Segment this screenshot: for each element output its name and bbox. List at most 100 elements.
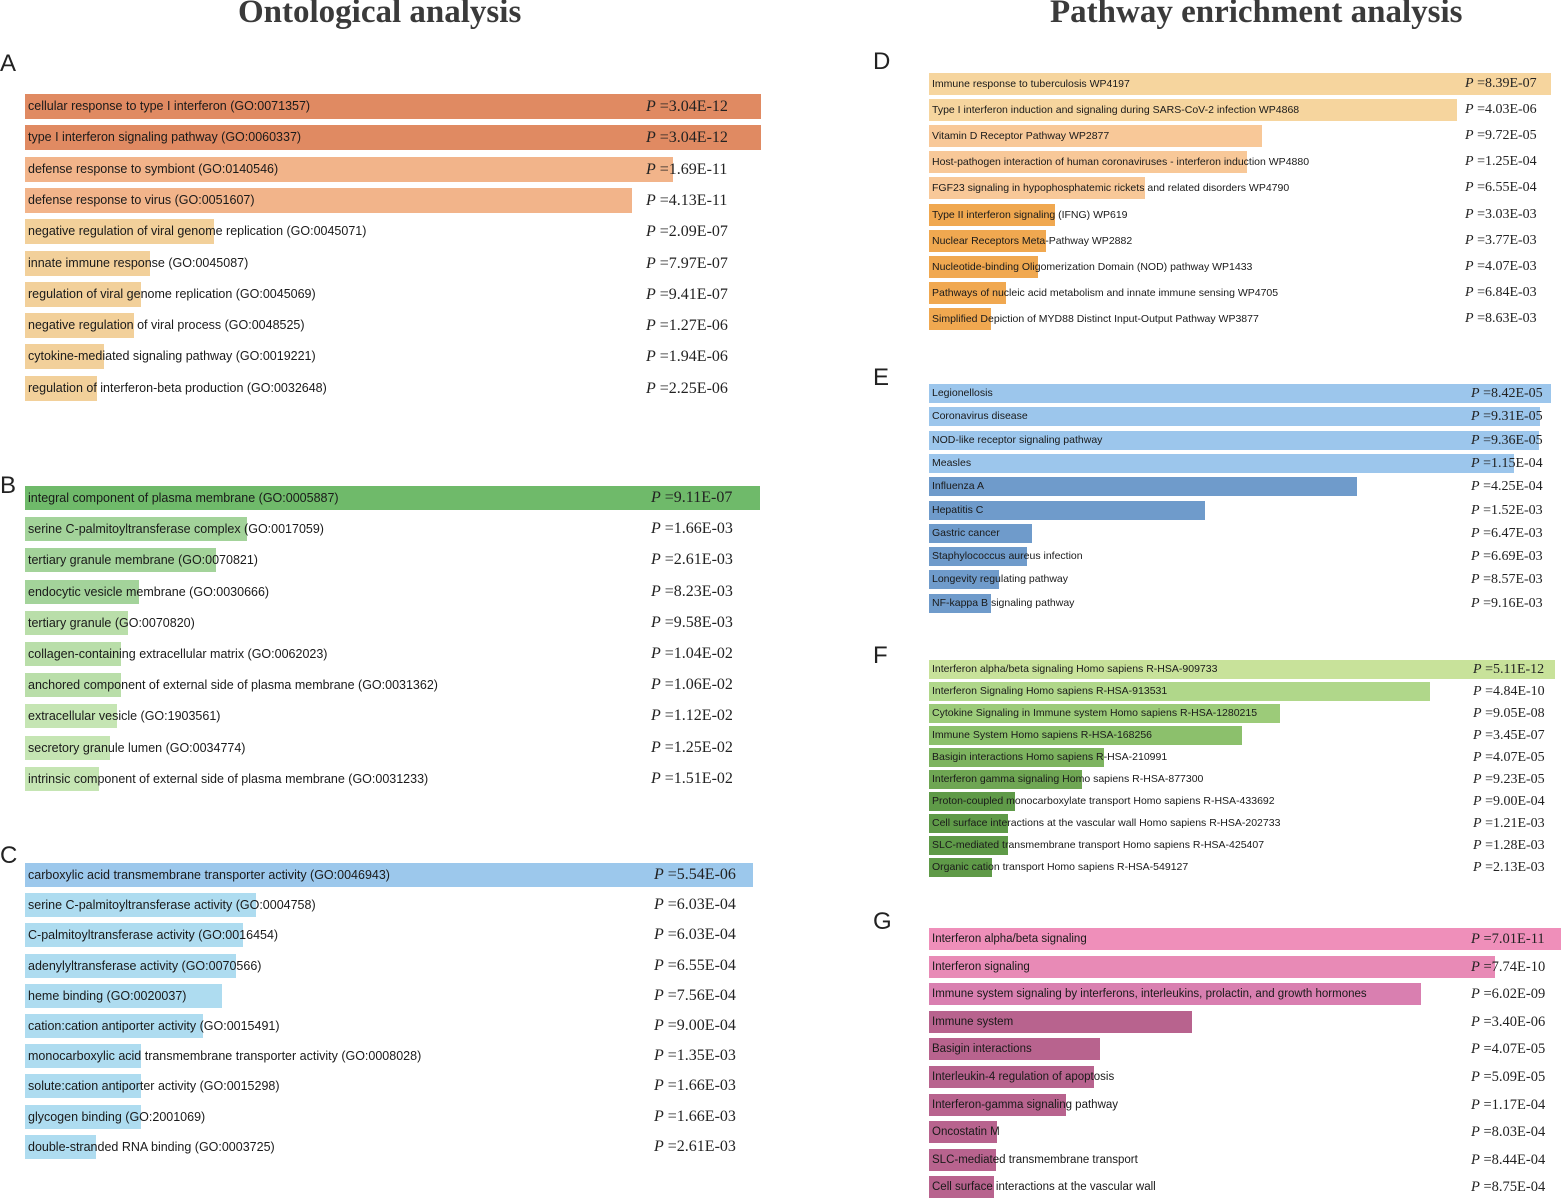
p-value-label: P =4.07E-05 — [1471, 1041, 1546, 1058]
bar — [25, 735, 110, 760]
bar-label: endocytic vesicle membrane (GO:0030666) — [28, 584, 270, 599]
p-value-label: P =9.00E-04 — [654, 1017, 736, 1034]
bar — [929, 1093, 1066, 1116]
bar-label: Interferon signaling — [932, 960, 1030, 973]
bar-label: monocarboxylic acid transmembrane transp… — [28, 1049, 422, 1064]
bar-label: glycogen binding (GO:2001069) — [28, 1109, 206, 1124]
panel-letter: D — [873, 48, 891, 75]
p-value-label: P =6.69E-03 — [1471, 549, 1543, 565]
p-value-label: P =1.52E-03 — [1471, 502, 1543, 518]
p-value-label: P =1.66E-03 — [654, 1107, 736, 1125]
p-value-label: P =8.75E-04 — [1471, 1179, 1546, 1196]
panel-letter: G — [873, 908, 892, 935]
bar — [25, 673, 121, 698]
bar-label: Interferon alpha/beta signaling Homo sap… — [932, 663, 1218, 675]
bar — [25, 1044, 141, 1069]
bar-label: cation:cation antiporter activity (GO:00… — [28, 1019, 280, 1033]
bar — [929, 1038, 1100, 1061]
bar-label: Basigin interactions Homo sapiens R-HSA-… — [932, 751, 1168, 763]
p-value-label: P =6.03E-04 — [654, 896, 736, 914]
p-value-label: P =6.84E-03 — [1465, 284, 1537, 300]
bar-label: tertiary granule (GO:0070820) — [28, 615, 195, 630]
p-value-label: P =6.02E-09 — [1471, 986, 1546, 1003]
bar — [929, 682, 1430, 701]
bar — [929, 1066, 1094, 1088]
bar — [929, 1121, 997, 1144]
bar — [25, 893, 256, 918]
bar-label: Immune System Homo sapiens R-HSA-168256 — [932, 729, 1153, 741]
p-value-label: P =8.39E-07 — [1465, 76, 1537, 91]
bar — [25, 344, 104, 370]
bar-label: Nuclear Receptors Meta-Pathway WP2882 — [932, 234, 1133, 247]
bar — [929, 151, 1247, 174]
bar-label: collagen-containing extracellular matrix… — [28, 647, 328, 661]
bar — [929, 523, 1032, 543]
bar-label: Cell surface interactions at the vascula… — [932, 817, 1281, 829]
p-value-label: P =9.11E-07 — [651, 489, 733, 506]
bar — [25, 281, 141, 307]
bar — [929, 477, 1357, 497]
p-value-label: P =3.45E-07 — [1473, 728, 1545, 743]
panel-letter: E — [873, 364, 890, 391]
bar-label: C-palmitoyltransferase activity (GO:0016… — [28, 928, 279, 943]
p-value-label: P =9.72E-05 — [1465, 128, 1537, 144]
p-value-label: P =9.41E-07 — [646, 285, 728, 303]
bar — [929, 99, 1457, 122]
bar — [929, 73, 1551, 95]
bar — [25, 94, 761, 119]
bar-label: Simplified Depiction of MYD88 Distinct I… — [932, 312, 1259, 325]
bar-label: Proton-coupled monocarboxylate transport… — [932, 795, 1275, 807]
p-value-label: P =4.13E-11 — [646, 191, 728, 209]
p-value-label: P =1.12E-02 — [651, 707, 733, 725]
p-value-label: P =4.07E-05 — [1473, 750, 1545, 765]
bar-label: Staphylococcus aureus infection — [932, 550, 1083, 563]
bar-label: Cell surface interactions at the vascula… — [932, 1181, 1156, 1194]
bar-label: Gastric cancer — [932, 526, 1000, 539]
p-value-label: P =7.01E-11 — [1471, 931, 1545, 947]
bar-label: Hepatitis C — [932, 503, 984, 516]
bar — [25, 250, 150, 276]
p-value-label: P =9.36E-05 — [1471, 432, 1543, 448]
bar — [929, 453, 1514, 473]
p-value-label: P =9.31E-05 — [1471, 409, 1543, 425]
bar-label: SLC-mediated transmembrane transport Hom… — [932, 839, 1265, 851]
bar-label: regulation of interferon-beta production… — [28, 380, 327, 395]
bar — [25, 579, 139, 604]
bar-label: Oncostatin M — [932, 1126, 1000, 1139]
p-value-label: P =2.25E-06 — [646, 379, 728, 397]
p-value-label: P =1.27E-06 — [646, 317, 728, 335]
bar-label: FGF23 signaling in hypophosphatemic rick… — [932, 182, 1290, 195]
bar — [25, 923, 243, 948]
p-value-label: P =8.42E-05 — [1471, 386, 1543, 401]
bar-label: Nucleotide-binding Oligomerization Domai… — [932, 260, 1253, 273]
bar-label: Cytokine Signaling in Immune system Homo… — [932, 707, 1258, 719]
bar — [929, 177, 1145, 200]
p-value-label: P =5.54E-06 — [654, 866, 736, 883]
bar — [25, 1074, 141, 1099]
p-value-label: P =1.69E-11 — [646, 160, 728, 178]
bar-label: Interferon alpha/beta signaling — [932, 933, 1087, 945]
p-value-label: P =8.03E-04 — [1471, 1124, 1546, 1141]
p-value-label: P =1.17E-04 — [1471, 1096, 1546, 1113]
p-value-label: P =6.55E-04 — [654, 956, 736, 974]
p-value-label: P =4.03E-06 — [1465, 102, 1537, 118]
p-value-label: P =1.25E-04 — [1465, 154, 1537, 170]
bar — [929, 1010, 1192, 1033]
bar-label: Influenza A — [932, 480, 984, 493]
p-value-label: P =1.94E-06 — [646, 348, 728, 366]
p-value-label: P =9.00E-04 — [1473, 794, 1545, 809]
bar-label: SLC-mediated transmembrane transport — [932, 1153, 1138, 1166]
p-value-label: P =9.58E-03 — [651, 613, 733, 631]
p-value-label: P =1.25E-02 — [651, 738, 733, 756]
panel-letter: C — [0, 842, 18, 869]
p-value-label: P =7.56E-04 — [654, 986, 736, 1004]
bar-label: Basigin interactions — [932, 1043, 1032, 1056]
bar-label: negative regulation of viral process (GO… — [28, 318, 305, 333]
bar — [25, 953, 236, 978]
p-value-label: P =2.09E-07 — [646, 223, 728, 241]
bar-label: intrinsic component of external side of … — [28, 771, 429, 786]
bar — [929, 407, 1540, 427]
p-value-label: P =4.84E-10 — [1473, 684, 1545, 699]
